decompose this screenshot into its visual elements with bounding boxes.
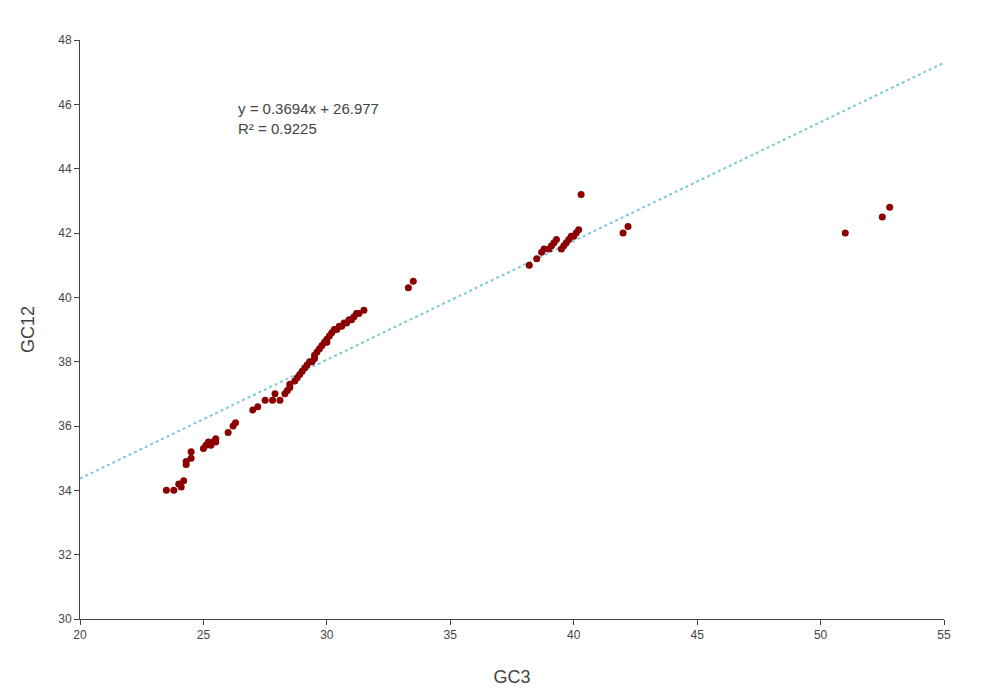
svg-text:48: 48: [58, 33, 72, 47]
svg-text:45: 45: [690, 628, 704, 642]
svg-text:40: 40: [58, 291, 72, 305]
svg-text:44: 44: [58, 162, 72, 176]
svg-text:42: 42: [58, 226, 72, 240]
svg-text:55: 55: [937, 628, 951, 642]
svg-text:25: 25: [197, 628, 211, 642]
svg-text:GC3: GC3: [493, 667, 530, 687]
svg-text:50: 50: [814, 628, 828, 642]
svg-text:46: 46: [58, 98, 72, 112]
svg-text:y = 0.3694x + 26.977R² = 0.922: y = 0.3694x + 26.977R² = 0.9225: [238, 100, 379, 137]
svg-text:32: 32: [58, 548, 72, 562]
svg-text:40: 40: [567, 628, 581, 642]
svg-text:30: 30: [320, 628, 334, 642]
svg-text:36: 36: [58, 419, 72, 433]
svg-text:34: 34: [58, 484, 72, 498]
svg-text:35: 35: [444, 628, 458, 642]
svg-text:20: 20: [73, 628, 87, 642]
svg-text:30: 30: [58, 612, 72, 626]
svg-text:38: 38: [58, 355, 72, 369]
svg-text:GC12: GC12: [18, 306, 38, 353]
